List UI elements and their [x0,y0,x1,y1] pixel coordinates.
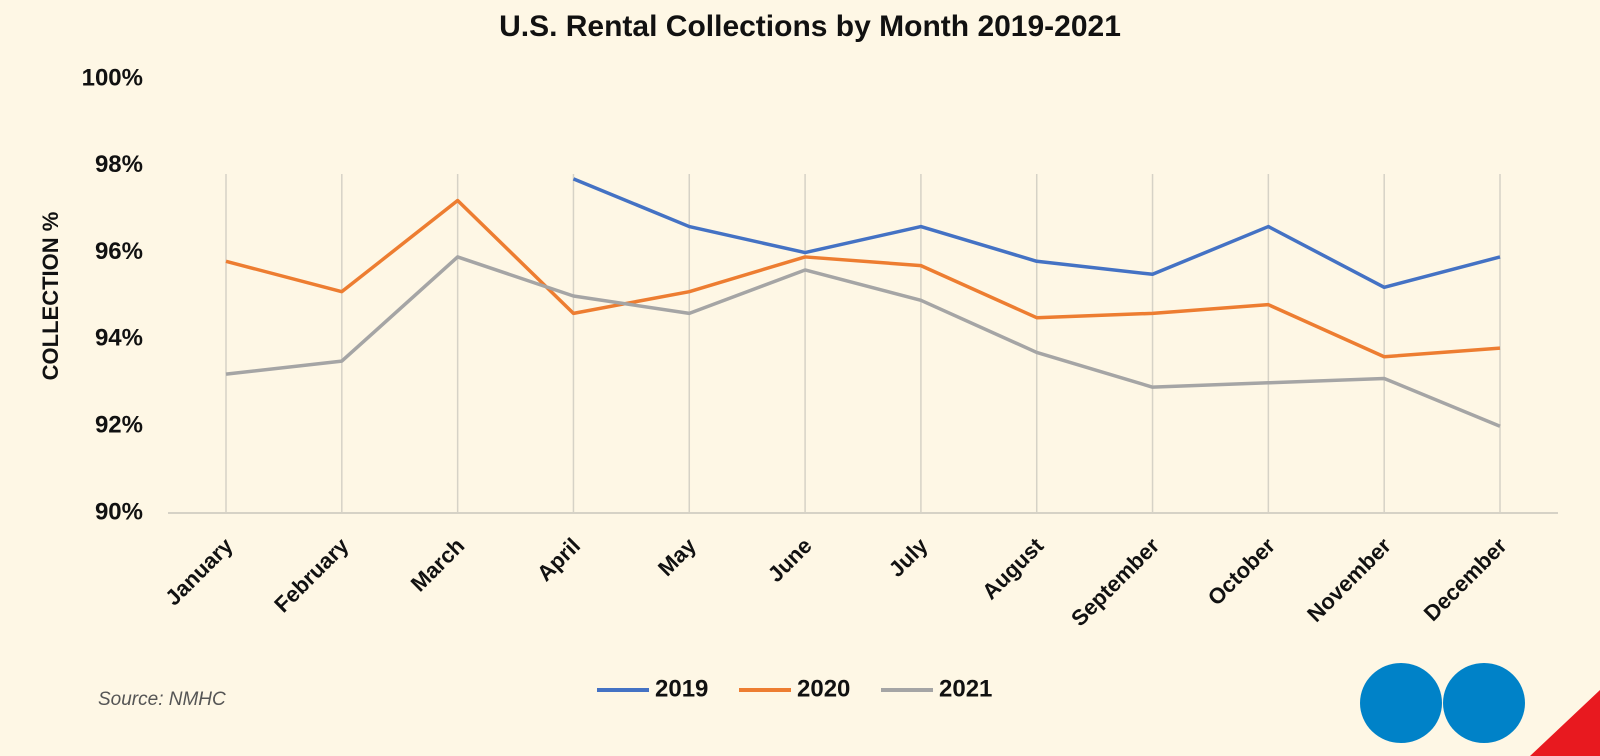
series-line [572,177,1501,290]
series-line [225,198,1501,359]
y-tick-label: 100% [82,64,143,91]
chart-title: U.S. Rental Collections by Month 2019-20… [499,10,1121,43]
legend-label: 2021 [939,675,992,702]
y-tick-label: 90% [95,498,143,525]
y-tick-label: 92% [95,412,143,439]
y-tick-label: 96% [95,238,143,265]
y-axis-title: COLLECTION % [38,212,63,381]
y-tick-label: 94% [95,325,143,352]
series-line [225,255,1501,428]
logo-triangle [1530,690,1600,756]
source-note: Source: NMHC [98,689,226,710]
y-tick-label: 98% [95,151,143,178]
logo-circle [1360,663,1442,743]
logo-circle [1443,663,1525,743]
legend-label: 2020 [797,675,850,702]
legend-label: 2019 [655,675,708,702]
logo [1360,663,1600,756]
